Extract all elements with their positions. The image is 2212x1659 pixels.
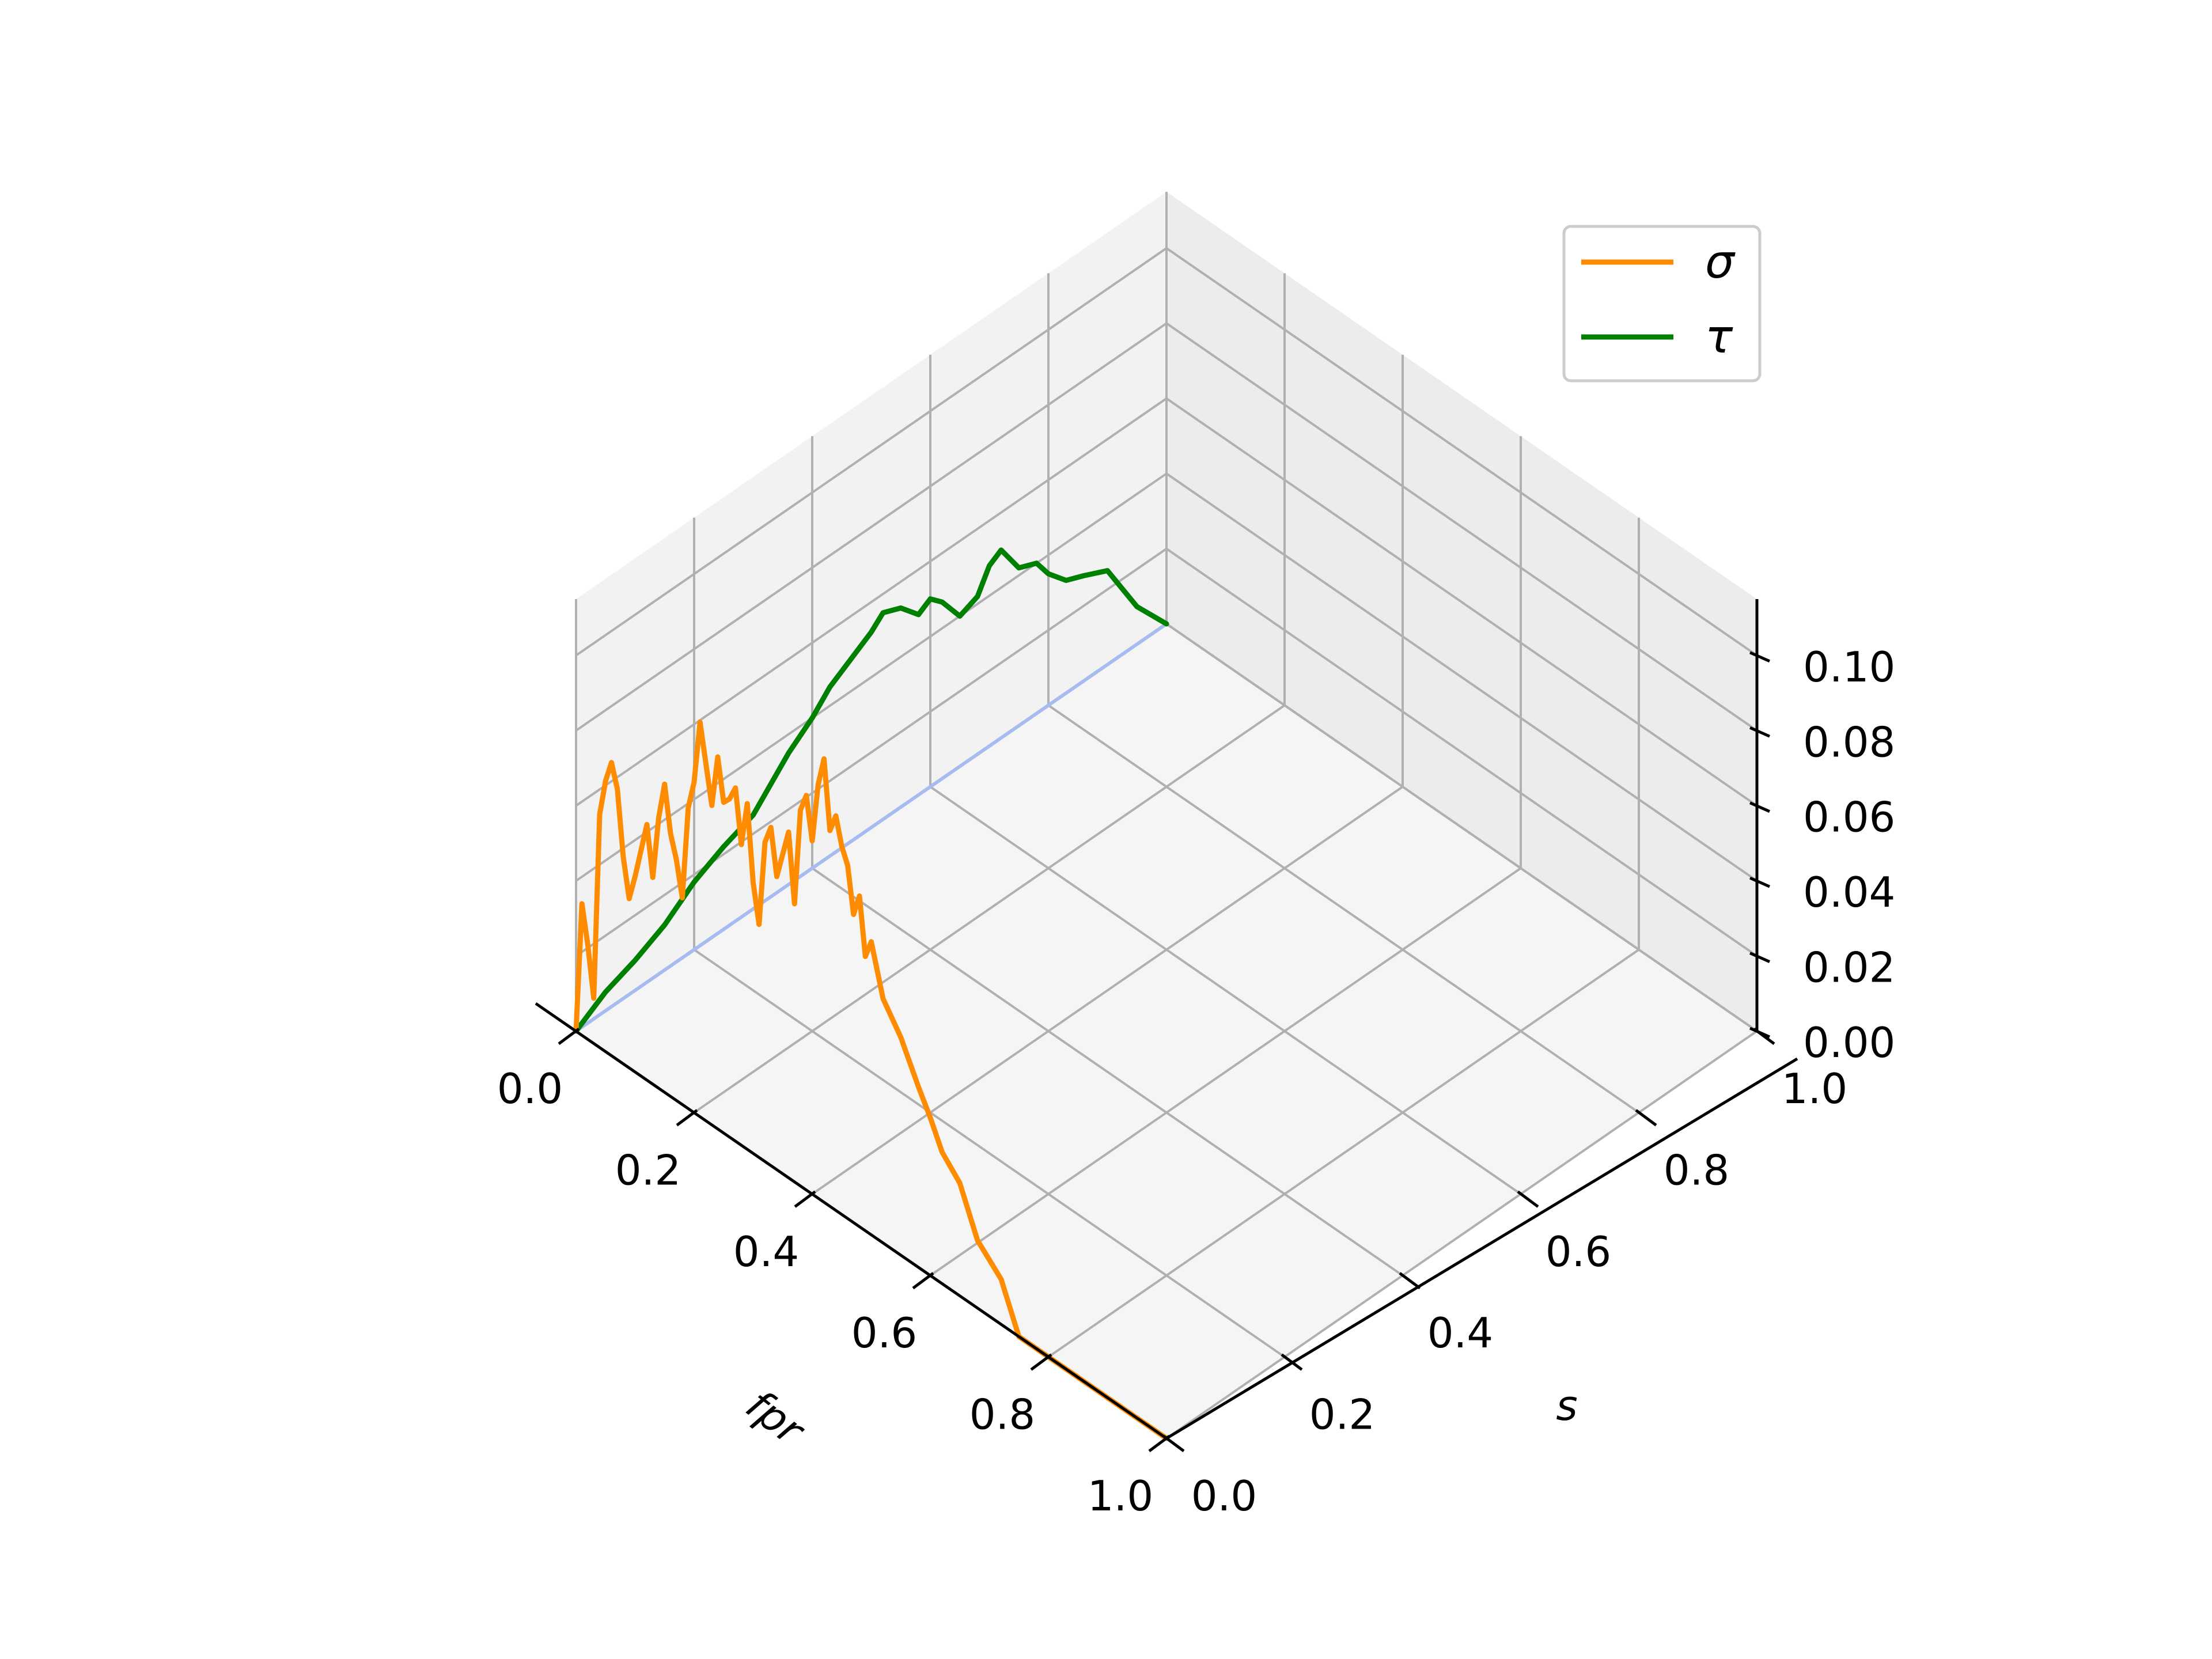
z-axis-tick-2 (1749, 876, 1771, 888)
y-axis-tick-label-0: 0.0 (1191, 1472, 1257, 1520)
y-axis-tick-3 (1517, 1190, 1539, 1208)
series-line-2 (574, 622, 1168, 1033)
z-axis-tick-label-3: 0.06 (1803, 793, 1895, 842)
y-axis-tick-0 (1162, 1434, 1185, 1453)
grid-line-z-1 (575, 547, 1758, 957)
x-axis-tick-0 (558, 1027, 580, 1046)
y-axis-line (1165, 1057, 1798, 1440)
legend-frame (1562, 225, 1762, 382)
legend: σ τ (1562, 225, 1762, 382)
x-axis-tick-label-2: 0.4 (733, 1228, 800, 1276)
z-axis-tick-4 (1749, 726, 1771, 738)
legend-label-tau: τ (1705, 310, 1733, 363)
axes: 0.00.20.40.60.81.0 0.00.20.40.60.81.00.00… (497, 599, 1895, 1520)
z-axis-tick-label-1: 0.02 (1803, 944, 1895, 992)
y-axis-label: s (1556, 1381, 1578, 1430)
x-axis-tick-4 (1030, 1353, 1052, 1371)
series-line-0 (573, 719, 1169, 1441)
x-axis-tick-label-0: 0.0 (497, 1065, 563, 1113)
x-axis-tick-3 (912, 1272, 934, 1290)
y-axis-tick-label-3: 0.6 (1546, 1228, 1612, 1276)
z-axis-tick-label-4: 0.08 (1803, 718, 1895, 766)
x-axis-tick-label-4: 0.8 (969, 1391, 1036, 1439)
pane-right (1166, 192, 1757, 1031)
x-axis-tick-1 (676, 1109, 698, 1127)
z-axis-tick-label-0: 0.00 (1803, 1018, 1895, 1067)
grid-line-z-5 (575, 247, 1758, 657)
x-axis-label: fpr (737, 1380, 815, 1456)
y-axis-tick-label-1: 0.2 (1309, 1391, 1376, 1439)
x-axis-tick-label-3: 0.6 (851, 1309, 918, 1357)
z-axis-tick-1 (1749, 952, 1771, 963)
grid-line-z-2 (575, 472, 1758, 882)
x-axis-line (535, 1002, 1168, 1440)
grid-line-z-3 (575, 397, 1758, 807)
y-axis-tick-1 (1281, 1353, 1303, 1371)
y-axis-tick-label-4: 0.8 (1664, 1146, 1730, 1194)
y-axis-tick-label-2: 0.4 (1427, 1309, 1494, 1357)
y-axis-tick-label-5: 1.0 (1782, 1065, 1848, 1113)
z-axis-tick-label-2: 0.04 (1803, 868, 1895, 916)
x-axis-tick-label-1: 0.2 (615, 1146, 681, 1194)
legend-label-sigma: σ (1705, 235, 1736, 289)
series-line-1 (573, 547, 1169, 1034)
y-axis-tick-2 (1399, 1272, 1421, 1290)
grid-line-z-4 (575, 321, 1758, 732)
z-axis-tick-0 (1749, 1027, 1771, 1039)
y-axis-tick-4 (1635, 1109, 1657, 1127)
series-lines (573, 547, 1169, 1441)
z-axis-tick-5 (1749, 651, 1771, 663)
pane-left (576, 192, 1166, 1031)
z-axis-tick-label-5: 0.10 (1803, 643, 1895, 691)
z-axis-tick-3 (1749, 801, 1771, 813)
x-axis-tick-2 (794, 1190, 816, 1208)
x-axis-tick-label-5: 1.0 (1088, 1472, 1154, 1520)
